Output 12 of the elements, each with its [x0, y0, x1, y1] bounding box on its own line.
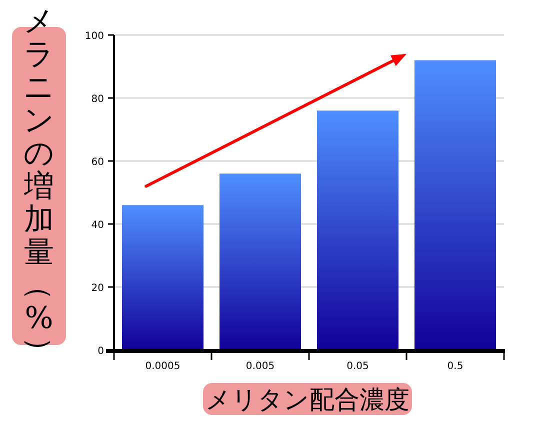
x-axis-title: メリタン配合濃度 [203, 383, 412, 415]
x-tick-label: 0.0005 [145, 361, 180, 372]
x-tick-label: 0.005 [246, 361, 275, 372]
y-tick-label: 80 [91, 94, 104, 105]
text: メラニンの増加量（%） [22, 4, 56, 366]
y-tick-label: 20 [91, 283, 104, 294]
y-tick-label: 0 [98, 346, 104, 357]
y-tick-label: 40 [91, 220, 104, 231]
y-tick-label: 60 [91, 157, 104, 168]
y-tick-label: 100 [84, 31, 104, 42]
x-tick-label: 0.05 [346, 361, 369, 372]
x-tick-label: 0.5 [447, 361, 464, 372]
